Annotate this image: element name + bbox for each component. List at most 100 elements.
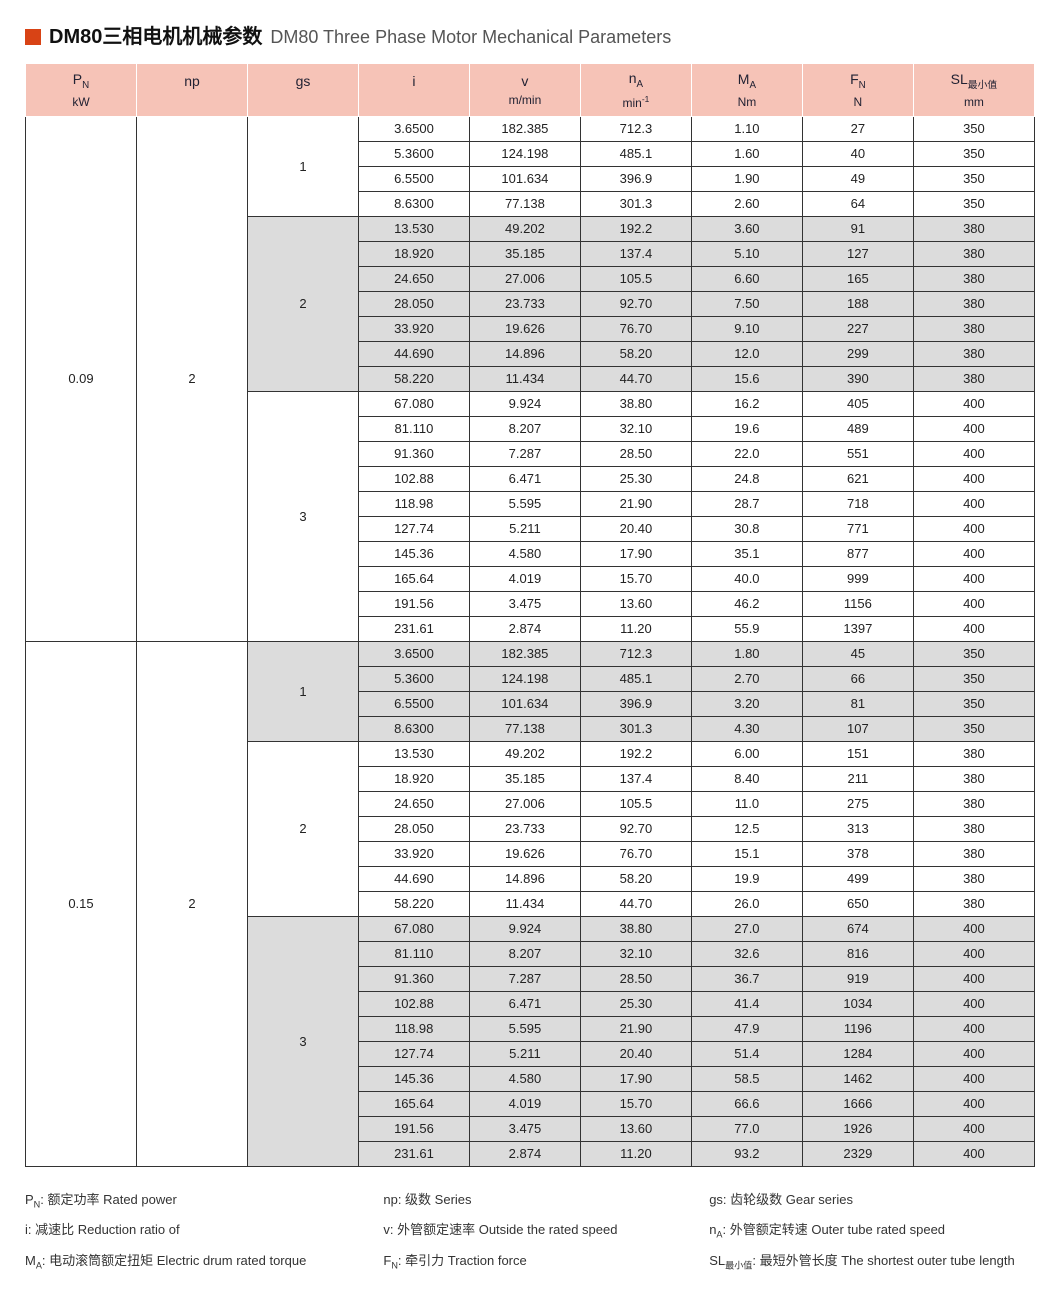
cell-value: 11.434 bbox=[469, 891, 580, 916]
cell-value: 105.5 bbox=[580, 791, 691, 816]
cell-value: 400 bbox=[913, 991, 1034, 1016]
cell-value: 11.20 bbox=[580, 616, 691, 641]
cell-value: 32.10 bbox=[580, 941, 691, 966]
cell-gs: 1 bbox=[247, 116, 358, 216]
cell-value: 27.006 bbox=[469, 791, 580, 816]
cell-value: 1462 bbox=[802, 1066, 913, 1091]
cell-value: 13.530 bbox=[358, 216, 469, 241]
cell-value: 380 bbox=[913, 741, 1034, 766]
cell-value: 8.40 bbox=[691, 766, 802, 791]
cell-value: 4.580 bbox=[469, 541, 580, 566]
cell-value: 1926 bbox=[802, 1116, 913, 1141]
cell-value: 4.580 bbox=[469, 1066, 580, 1091]
cell-value: 2.60 bbox=[691, 191, 802, 216]
cell-value: 5.595 bbox=[469, 491, 580, 516]
cell-value: 350 bbox=[913, 191, 1034, 216]
cell-value: 124.198 bbox=[469, 141, 580, 166]
cell-value: 400 bbox=[913, 966, 1034, 991]
cell-value: 44.70 bbox=[580, 891, 691, 916]
cell-value: 137.4 bbox=[580, 766, 691, 791]
cell-value: 16.2 bbox=[691, 391, 802, 416]
cell-value: 301.3 bbox=[580, 191, 691, 216]
cell-np: 2 bbox=[136, 116, 247, 641]
cell-value: 1156 bbox=[802, 591, 913, 616]
parameters-table: PNkW np gs i vm/min nAmin-1 MANm FNN SL最… bbox=[25, 63, 1035, 1167]
col-fn: FNN bbox=[802, 64, 913, 117]
cell-value: 91.360 bbox=[358, 441, 469, 466]
cell-value: 7.287 bbox=[469, 441, 580, 466]
col-na: nAmin-1 bbox=[580, 64, 691, 117]
cell-value: 621 bbox=[802, 466, 913, 491]
cell-value: 999 bbox=[802, 566, 913, 591]
cell-value: 380 bbox=[913, 291, 1034, 316]
cell-value: 44.70 bbox=[580, 366, 691, 391]
cell-value: 64 bbox=[802, 191, 913, 216]
cell-value: 5.211 bbox=[469, 516, 580, 541]
cell-value: 105.5 bbox=[580, 266, 691, 291]
table-body: 0.09213.6500182.385712.31.10273505.36001… bbox=[26, 116, 1035, 1166]
cell-value: 93.2 bbox=[691, 1141, 802, 1166]
cell-value: 350 bbox=[913, 141, 1034, 166]
cell-value: 1.90 bbox=[691, 166, 802, 191]
cell-value: 20.40 bbox=[580, 1041, 691, 1066]
cell-value: 299 bbox=[802, 341, 913, 366]
cell-value: 118.98 bbox=[358, 491, 469, 516]
title-marker bbox=[25, 29, 41, 45]
cell-value: 24.8 bbox=[691, 466, 802, 491]
col-i: i bbox=[358, 64, 469, 117]
cell-value: 32.6 bbox=[691, 941, 802, 966]
cell-value: 17.90 bbox=[580, 1066, 691, 1091]
cell-value: 9.924 bbox=[469, 916, 580, 941]
cell-value: 40.0 bbox=[691, 566, 802, 591]
legend-np: np: 级数 Series bbox=[383, 1189, 709, 1210]
cell-value: 396.9 bbox=[580, 166, 691, 191]
cell-value: 38.80 bbox=[580, 391, 691, 416]
legend-ma: MA: 电动滚筒额定扭矩 Electric drum rated torque bbox=[25, 1250, 383, 1272]
cell-value: 27.006 bbox=[469, 266, 580, 291]
cell-value: 400 bbox=[913, 941, 1034, 966]
cell-value: 4.019 bbox=[469, 566, 580, 591]
cell-value: 12.5 bbox=[691, 816, 802, 841]
cell-value: 400 bbox=[913, 1016, 1034, 1041]
cell-value: 712.3 bbox=[580, 641, 691, 666]
cell-value: 8.6300 bbox=[358, 191, 469, 216]
cell-value: 551 bbox=[802, 441, 913, 466]
cell-value: 380 bbox=[913, 341, 1034, 366]
legend-i: i: 减速比 Reduction ratio of bbox=[25, 1219, 383, 1240]
cell-value: 49 bbox=[802, 166, 913, 191]
cell-value: 380 bbox=[913, 241, 1034, 266]
cell-value: 380 bbox=[913, 266, 1034, 291]
cell-value: 390 bbox=[802, 366, 913, 391]
cell-value: 1.80 bbox=[691, 641, 802, 666]
cell-value: 13.530 bbox=[358, 741, 469, 766]
cell-value: 8.207 bbox=[469, 416, 580, 441]
cell-value: 51.4 bbox=[691, 1041, 802, 1066]
cell-value: 2.874 bbox=[469, 1141, 580, 1166]
cell-value: 25.30 bbox=[580, 991, 691, 1016]
cell-value: 400 bbox=[913, 616, 1034, 641]
cell-value: 67.080 bbox=[358, 916, 469, 941]
cell-value: 499 bbox=[802, 866, 913, 891]
cell-value: 91 bbox=[802, 216, 913, 241]
cell-value: 55.9 bbox=[691, 616, 802, 641]
legend: PN: 额定功率 Rated power np: 级数 Series gs: 齿… bbox=[25, 1189, 1035, 1272]
cell-value: 91.360 bbox=[358, 966, 469, 991]
cell-gs: 3 bbox=[247, 916, 358, 1166]
cell-value: 5.3600 bbox=[358, 666, 469, 691]
cell-value: 81.110 bbox=[358, 941, 469, 966]
cell-value: 400 bbox=[913, 1041, 1034, 1066]
cell-value: 165.64 bbox=[358, 566, 469, 591]
cell-value: 4.30 bbox=[691, 716, 802, 741]
cell-value: 137.4 bbox=[580, 241, 691, 266]
cell-value: 192.2 bbox=[580, 741, 691, 766]
cell-value: 40 bbox=[802, 141, 913, 166]
cell-value: 35.185 bbox=[469, 766, 580, 791]
cell-value: 877 bbox=[802, 541, 913, 566]
cell-value: 41.4 bbox=[691, 991, 802, 1016]
cell-value: 77.138 bbox=[469, 716, 580, 741]
cell-value: 378 bbox=[802, 841, 913, 866]
cell-value: 13.60 bbox=[580, 1116, 691, 1141]
cell-value: 1034 bbox=[802, 991, 913, 1016]
cell-value: 14.896 bbox=[469, 866, 580, 891]
cell-value: 81.110 bbox=[358, 416, 469, 441]
